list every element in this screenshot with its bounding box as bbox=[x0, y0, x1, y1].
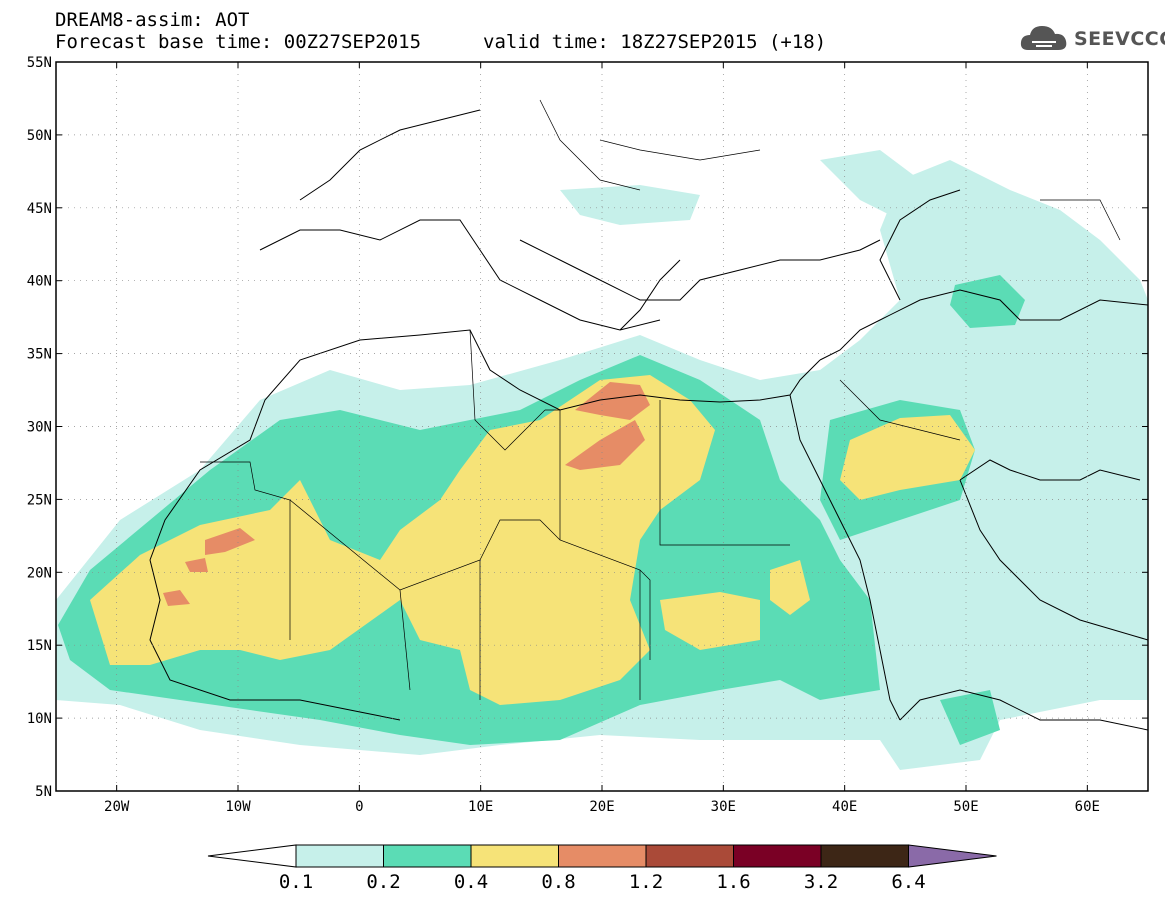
forecast-base-time: Forecast base time: 00Z27SEP2015 bbox=[55, 31, 422, 53]
logo-text: SEEVCCC bbox=[1074, 28, 1165, 50]
colorbar-segment bbox=[645, 844, 734, 868]
colorbar-segment bbox=[295, 844, 384, 868]
lon-label: 30E bbox=[711, 799, 736, 815]
colorbar: 0.1 0.2 0.4 0.8 1.2 1.6 3.2 6.4 bbox=[207, 844, 997, 893]
colorbar-label: 0.1 bbox=[279, 871, 313, 893]
lon-label: 20E bbox=[589, 799, 614, 815]
lon-label: 10E bbox=[468, 799, 493, 815]
graticule bbox=[56, 62, 1148, 791]
country-borders bbox=[200, 99, 1121, 700]
lat-label: 40N bbox=[27, 274, 52, 290]
axis-ticks: 55N 50N 45N 40N 35N 30N 25N 20N 15N 10N 5N 20W 10W 0 1… bbox=[27, 55, 1148, 815]
colorbar-label: 0.4 bbox=[454, 871, 488, 893]
lat-label: 45N bbox=[27, 201, 52, 217]
lat-label: 10N bbox=[27, 711, 52, 727]
lon-label: 20W bbox=[104, 799, 130, 815]
lat-label: 35N bbox=[27, 347, 52, 363]
lon-label: 60E bbox=[1075, 799, 1100, 815]
lat-label: 20N bbox=[27, 565, 52, 581]
colorbar-segment bbox=[820, 844, 909, 868]
lat-label: 55N bbox=[27, 55, 52, 71]
colorbar-segment bbox=[383, 844, 472, 868]
colorbar-label: 0.8 bbox=[541, 871, 575, 893]
lat-label: 30N bbox=[27, 420, 52, 436]
seevccc-logo: SEEVCCC bbox=[1018, 22, 1165, 56]
lat-label: 25N bbox=[27, 492, 52, 508]
lat-label: 15N bbox=[27, 638, 52, 654]
colorbar-label: 0.2 bbox=[366, 871, 400, 893]
colorbar-segment bbox=[470, 844, 559, 868]
lon-label: 10W bbox=[225, 799, 251, 815]
cloud-icon bbox=[1020, 26, 1067, 50]
colorbar-label: 1.6 bbox=[716, 871, 750, 893]
colorbar-segment bbox=[733, 844, 822, 868]
lat-label: 5N bbox=[35, 784, 52, 800]
lon-label: 0 bbox=[355, 799, 363, 815]
colorbar-label: 6.4 bbox=[891, 871, 925, 893]
lon-label: 40E bbox=[832, 799, 857, 815]
colorbar-over-triangle bbox=[908, 844, 997, 868]
colorbar-segment bbox=[558, 844, 647, 868]
map-title: DREAM8-assim: AOT bbox=[55, 9, 250, 31]
colorbar-label: 1.2 bbox=[629, 871, 663, 893]
colorbar-label: 3.2 bbox=[804, 871, 838, 893]
colorbar-under-triangle bbox=[207, 844, 297, 868]
lon-label: 50E bbox=[953, 799, 978, 815]
valid-time: valid time: 18Z27SEP2015 (+18) bbox=[483, 31, 827, 53]
coastlines bbox=[149, 109, 1148, 731]
lat-label: 50N bbox=[27, 128, 52, 144]
